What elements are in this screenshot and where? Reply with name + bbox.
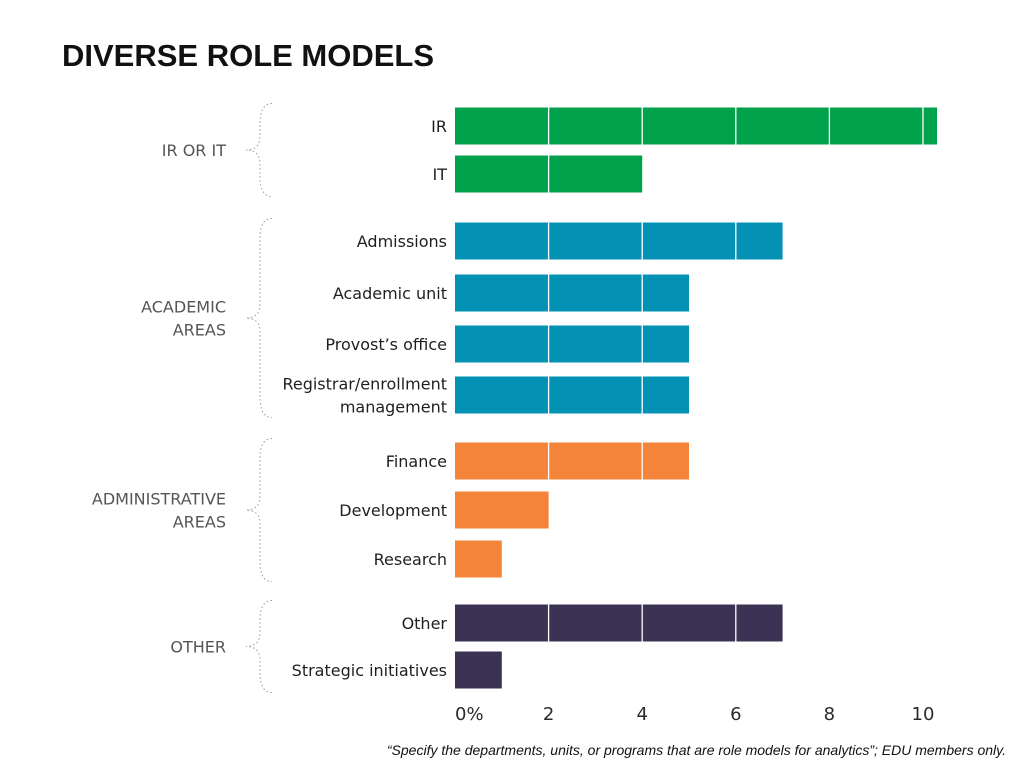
group-brace [245,438,273,582]
group-brace [245,218,273,418]
bar-research [455,540,502,578]
category-label: Strategic initiatives [292,661,447,680]
category-label: IR [431,117,447,136]
category-label: Admissions [357,232,447,251]
bar-finance [455,442,689,480]
category-label: Finance [386,452,447,471]
category-label: Provost’s office [325,335,447,354]
group-brace [245,103,273,197]
x-tick-label: 8 [824,704,835,725]
category-label: IT [433,165,448,184]
x-tick-label: 0% [455,704,484,725]
category-label: Academic unit [333,284,447,303]
category-label: Development [339,501,447,520]
x-tick-label: 10 [912,704,935,725]
group-brace [245,600,273,693]
bar-development [455,491,549,529]
group-label: AREAS [173,321,226,340]
x-tick-label: 4 [636,704,647,725]
category-label: management [340,398,447,417]
bar-chart: IR IT IR OR IT Admissions Academic unit Provo… [92,103,938,725]
group-label: OTHER [170,638,226,657]
bar-strategic-initiatives [455,651,502,689]
footnote: “Specify the departments, units, or prog… [386,742,1006,758]
group-label: AREAS [173,513,226,532]
group-label: ACADEMIC [141,298,226,317]
bar-other [455,604,783,642]
bar-ir [455,107,938,145]
category-label: Research [374,550,447,569]
x-tick-label: 2 [543,704,554,725]
x-tick-label: 6 [730,704,741,725]
category-label: Other [402,614,448,633]
slide-title: DIVERSE ROLE MODELS [62,38,435,73]
bar-admissions [455,222,783,260]
bar-registrar-enrollment-management [455,376,689,414]
group-label: IR OR IT [162,141,226,160]
group-label: ADMINISTRATIVE [92,490,226,509]
bar-academic-unit [455,274,689,312]
category-label: Registrar/enrollment [282,375,447,394]
bar-provost-s-office [455,325,689,363]
